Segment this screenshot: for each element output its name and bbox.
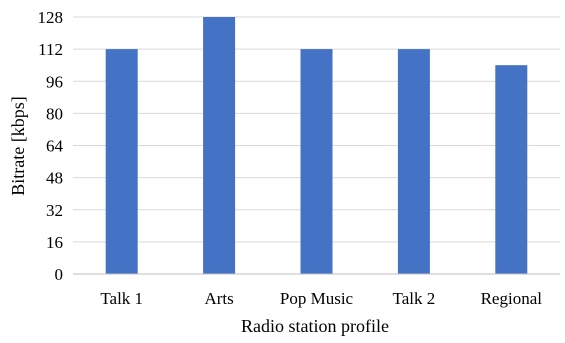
x-axis-title: Radio station profile xyxy=(241,316,389,336)
y-tick-label: 128 xyxy=(38,8,64,27)
y-tick-label: 96 xyxy=(46,72,63,91)
x-tick-labels: Talk 1 Arts Pop Music Talk 2 Regional xyxy=(100,289,542,308)
bar-pop-music xyxy=(300,49,333,274)
y-tick-label: 64 xyxy=(46,137,64,156)
x-tick-label: Talk 1 xyxy=(100,289,143,308)
bar-regional xyxy=(495,65,528,274)
y-tick-label: 16 xyxy=(46,233,63,252)
x-tick-label: Pop Music xyxy=(280,289,354,308)
bar-talk-1 xyxy=(105,49,138,274)
y-tick-label: 112 xyxy=(38,40,63,59)
bar-talk-2 xyxy=(397,49,430,274)
y-tick-label: 32 xyxy=(46,201,63,220)
x-tick-label: Regional xyxy=(481,289,543,308)
y-tick-label: 80 xyxy=(46,104,63,123)
bar-arts xyxy=(203,17,236,274)
y-axis-title: Bitrate [kbps] xyxy=(8,96,28,195)
y-tick-labels: 0 16 32 48 64 80 96 112 128 xyxy=(38,8,64,284)
x-tick-label: Talk 2 xyxy=(393,289,436,308)
x-tick-label: Arts xyxy=(204,289,233,308)
y-tick-label: 0 xyxy=(55,265,64,284)
y-tick-label: 48 xyxy=(46,169,63,188)
bars xyxy=(105,17,528,274)
